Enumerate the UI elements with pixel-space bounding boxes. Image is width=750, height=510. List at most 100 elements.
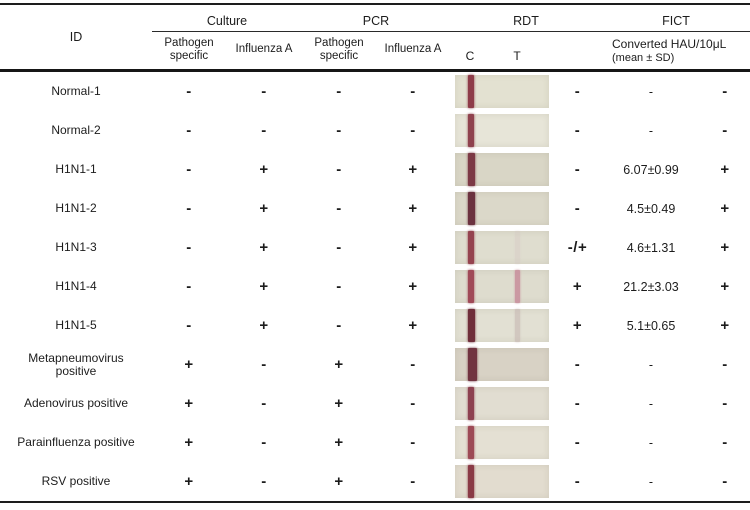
rdt-result: - xyxy=(574,161,581,178)
pcr-influenza-result: - xyxy=(410,395,416,412)
fict-hau-value: - xyxy=(648,123,654,138)
rdt-strip-photo xyxy=(455,270,549,303)
culture-influenza-result: + xyxy=(259,161,269,178)
table-row: Adenovirus positive + - + - - - - xyxy=(0,384,750,423)
rdt-result: - xyxy=(574,122,581,139)
culture-influenza-result: + xyxy=(259,239,269,256)
group-header-fict: FICT xyxy=(662,13,690,28)
fict-result: + xyxy=(720,239,730,256)
row-id: Normal-1 xyxy=(51,84,101,98)
converted-hau-label: Converted HAU/10μL xyxy=(612,36,727,51)
control-line-band xyxy=(468,153,475,186)
rdt-result: - xyxy=(574,200,581,217)
culture-influenza-result: + xyxy=(259,278,269,295)
table-row: H1N1-4 - + - + + 21.2±3.03 + xyxy=(0,267,750,306)
table-row: Normal-1 - - - - - - - xyxy=(0,72,750,111)
pcr-influenza-result: + xyxy=(408,278,418,295)
rdt-result: - xyxy=(574,473,581,490)
control-line-band xyxy=(468,309,475,342)
pcr-pathogen-result: - xyxy=(336,278,342,295)
column-header-control-line: C xyxy=(465,49,475,63)
rdt-strip-photo xyxy=(455,231,549,264)
culture-influenza-result: + xyxy=(259,200,269,217)
control-line-band xyxy=(468,75,474,108)
pcr-influenza-result: + xyxy=(408,161,418,178)
table-row: RSV positive + - + - - - - xyxy=(0,462,750,501)
rdt-result: + xyxy=(572,317,583,334)
fict-result: + xyxy=(720,317,730,334)
fict-hau-value: - xyxy=(648,357,654,372)
rdt-strip-photo xyxy=(455,309,549,342)
rdt-result: - xyxy=(574,395,581,412)
pcr-pathogen-result: - xyxy=(336,83,342,100)
row-id: RSV positive xyxy=(41,474,111,488)
culture-pathogen-result: - xyxy=(186,161,192,178)
culture-influenza-result: - xyxy=(261,356,267,373)
column-header-culture-pathogen-specific: Pathogen specific xyxy=(164,36,214,63)
column-header-rdt-lines: C T xyxy=(450,32,553,69)
culture-influenza-result: + xyxy=(259,317,269,334)
pcr-pathogen-result: + xyxy=(334,473,344,490)
rdt-strip-cell xyxy=(450,72,553,111)
fict-hau-value: - xyxy=(648,396,654,411)
culture-influenza-result: - xyxy=(261,395,267,412)
rdt-result: - xyxy=(574,356,581,373)
culture-pathogen-result: + xyxy=(184,434,194,451)
row-id: Metapneumovirus positive xyxy=(28,350,124,378)
control-line-band xyxy=(468,465,474,498)
pcr-influenza-result: - xyxy=(410,356,416,373)
row-id: Parainfluenza positive xyxy=(17,435,135,449)
culture-pathogen-result: - xyxy=(186,200,192,217)
pcr-influenza-result: - xyxy=(410,122,416,139)
fict-hau-value: 4.6±1.31 xyxy=(626,240,676,255)
culture-pathogen-result: - xyxy=(186,122,192,139)
rdt-strip-cell xyxy=(450,384,553,423)
rdt-strip-photo xyxy=(455,387,549,420)
culture-influenza-result: - xyxy=(261,434,267,451)
table-row: H1N1-2 - + - + - 4.5±0.49 + xyxy=(0,189,750,228)
column-header-pcr-pathogen-specific: Pathogen specific xyxy=(314,36,364,63)
group-header-rdt: RDT xyxy=(513,13,539,28)
rdt-strip-cell xyxy=(450,462,553,501)
rdt-strip-cell xyxy=(450,150,553,189)
fict-result: - xyxy=(722,356,728,373)
rdt-strip-photo xyxy=(455,75,549,108)
fict-result: - xyxy=(722,434,728,451)
row-id: H1N1-4 xyxy=(55,279,97,293)
column-header-id: ID xyxy=(69,30,83,44)
rdt-strip-cell xyxy=(450,228,553,267)
control-line-band xyxy=(468,192,475,225)
rdt-strip-cell xyxy=(450,111,553,150)
rdt-strip-cell xyxy=(450,423,553,462)
culture-pathogen-result: - xyxy=(186,83,192,100)
fict-result: - xyxy=(722,122,728,139)
test-line-band xyxy=(515,309,520,342)
pcr-influenza-result: - xyxy=(410,434,416,451)
fict-result: - xyxy=(722,83,728,100)
rdt-result: -/+ xyxy=(567,239,588,256)
pcr-influenza-result: + xyxy=(408,317,418,334)
table-row: Metapneumovirus positive + - + - - - - xyxy=(0,345,750,384)
rdt-strip-photo xyxy=(455,426,549,459)
rdt-strip-cell xyxy=(450,306,553,345)
control-line-band xyxy=(468,348,477,381)
test-line-band xyxy=(515,231,520,264)
culture-pathogen-result: - xyxy=(186,239,192,256)
fict-hau-value: - xyxy=(648,84,654,99)
rdt-strip-photo xyxy=(455,153,549,186)
column-header-pcr-influenza-a: Influenza A xyxy=(384,43,442,56)
culture-influenza-result: - xyxy=(261,473,267,490)
column-header-culture-influenza-a: Influenza A xyxy=(235,43,293,56)
control-line-band xyxy=(468,114,474,147)
culture-influenza-result: - xyxy=(261,122,267,139)
row-id: H1N1-5 xyxy=(55,318,97,332)
table-row: Parainfluenza positive + - + - - - - xyxy=(0,423,750,462)
culture-pathogen-result: + xyxy=(184,356,194,373)
pcr-influenza-result: + xyxy=(408,239,418,256)
row-id: H1N1-3 xyxy=(55,240,97,254)
control-line-band xyxy=(468,231,474,264)
rdt-result: + xyxy=(572,278,583,295)
mean-sd-label: (mean ± SD) xyxy=(612,51,675,64)
row-id: Adenovirus positive xyxy=(23,396,129,410)
control-line-band xyxy=(468,387,474,420)
